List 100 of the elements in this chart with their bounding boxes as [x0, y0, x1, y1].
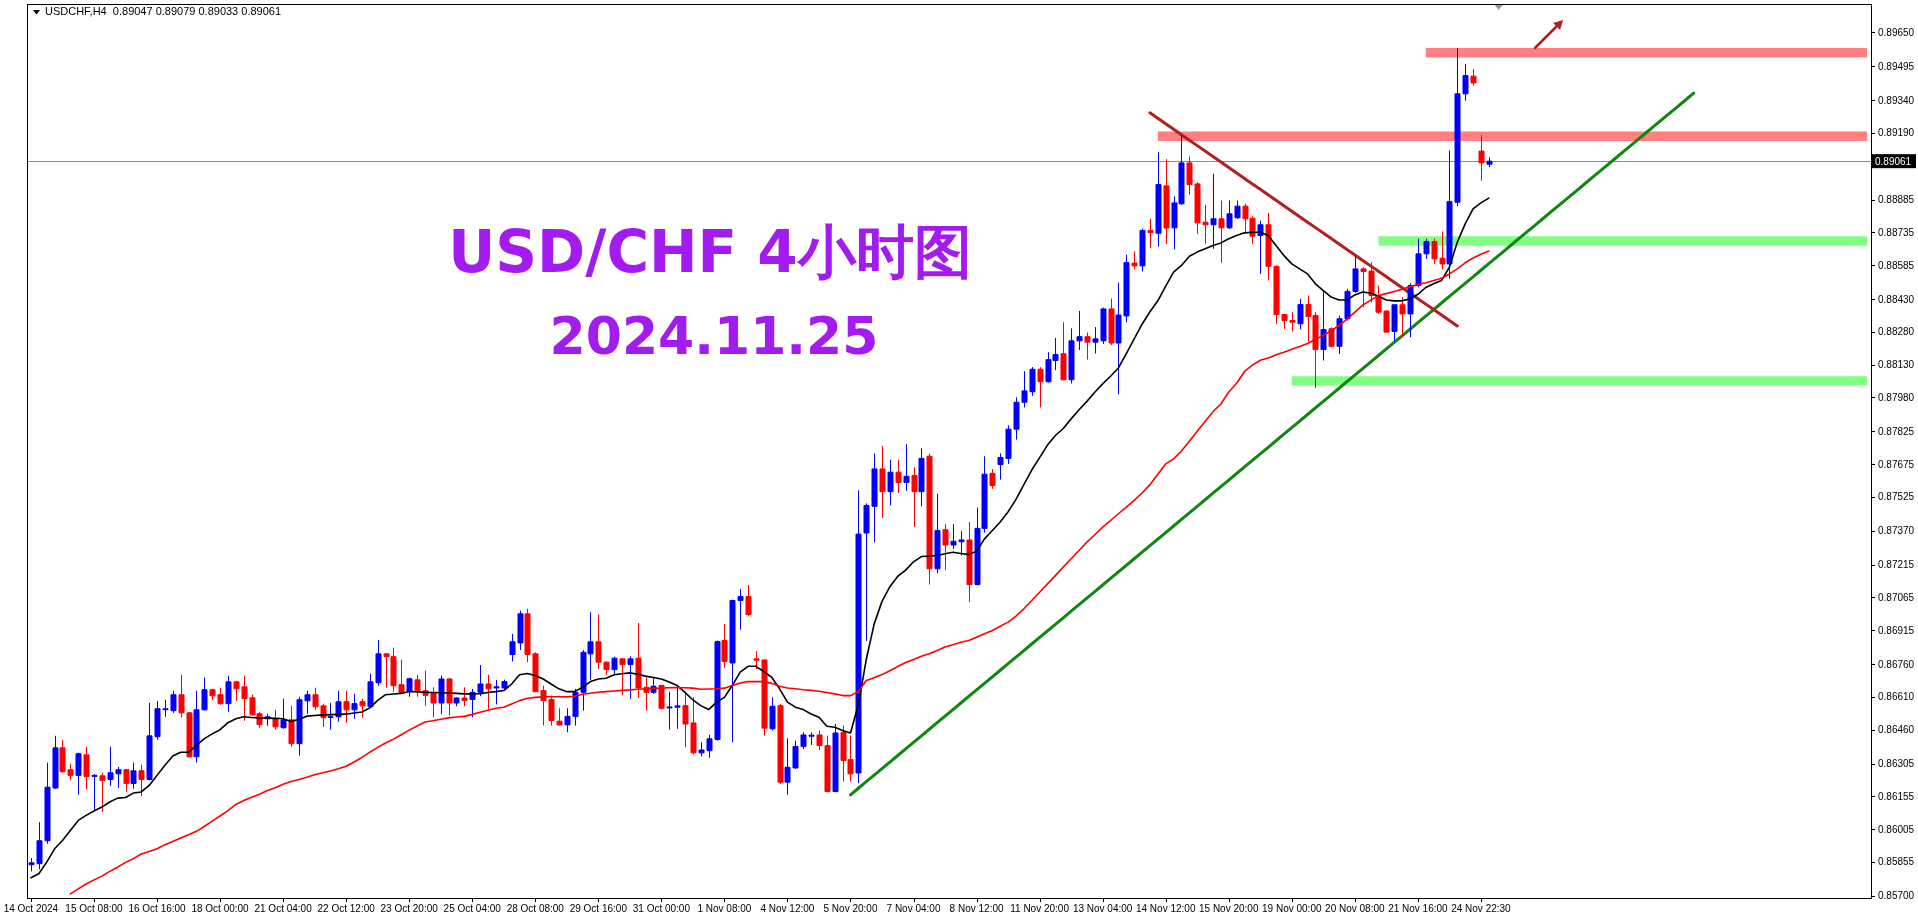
candlestick: [272, 709, 279, 731]
candlestick: [658, 684, 665, 711]
candlestick: [619, 657, 626, 696]
y-tick-label: 0.87525: [1878, 491, 1915, 503]
y-tick-label: 0.88585: [1878, 259, 1915, 271]
y-tick-label: 0.89495: [1878, 60, 1915, 72]
x-tick-label: 1 Nov 08:00: [697, 903, 752, 914]
candlestick: [1108, 297, 1115, 346]
y-tick-label: 0.87825: [1878, 425, 1915, 437]
candlestick: [1486, 156, 1493, 168]
y-tick-label: 0.87065: [1878, 591, 1915, 603]
text: 2024.11.25: [549, 306, 879, 366]
candlestick: [1060, 321, 1067, 381]
x-tick-label: 18 Oct 00:00: [191, 903, 250, 914]
candlestick: [903, 443, 910, 492]
y-tick-label: 0.89340: [1878, 94, 1915, 106]
candlestick: [1470, 68, 1477, 87]
x-tick-label: 11 Nov 20:00: [1010, 903, 1070, 914]
candlestick: [1037, 366, 1044, 408]
candlestick: [1210, 173, 1217, 250]
candlestick: [769, 696, 776, 732]
candlestick: [721, 623, 728, 669]
y-tick-label: 0.86155: [1878, 790, 1915, 802]
line-series: [1148, 111, 1459, 328]
candlestick: [556, 707, 563, 727]
candlestick: [1391, 303, 1398, 342]
x-tick-label: 14 Oct 2024: [3, 903, 59, 914]
candlestick: [926, 452, 933, 586]
y-tick-label: 0.88735: [1878, 226, 1915, 238]
candlestick: [1084, 332, 1091, 361]
candlestick: [1328, 326, 1335, 348]
x-tick-label: 7 Nov 04:00: [886, 903, 941, 914]
annotation: USDCHF,H4 0.89047 0.89079 0.89033 0.89061: [45, 5, 282, 17]
x-tick-label: 31 Oct 00:00: [632, 903, 691, 914]
candlestick: [351, 693, 358, 720]
x-tick-label: 4 Nov 12:00: [760, 903, 815, 914]
x-tick-label: 25 Oct 04:00: [443, 903, 502, 914]
x-tick-label: 21 Oct 04:00: [254, 903, 313, 914]
candlestick: [359, 698, 366, 719]
x-tick-label: 14 Nov 12:00: [1135, 903, 1196, 914]
y-tick-label: 0.85855: [1878, 856, 1915, 868]
candlestick: [611, 656, 618, 675]
candlestick: [911, 466, 918, 528]
x-tick-label: 15 Nov 20:00: [1199, 903, 1259, 914]
x-tick-label: 15 Oct 08:00: [65, 903, 124, 914]
y-tick-label: 0.87675: [1878, 458, 1915, 470]
candlestick: [1478, 134, 1485, 182]
y-tick-label: 0.89650: [1878, 26, 1915, 38]
candlestick: [438, 674, 445, 715]
candlestick: [1147, 218, 1154, 249]
candlestick: [485, 674, 492, 710]
candlestick: [453, 696, 460, 707]
x-tick-label: 29 Oct 16:00: [569, 903, 628, 914]
x-tick-label: 28 Oct 08:00: [506, 903, 565, 914]
candlestick: [99, 772, 106, 813]
x-tick-label: 22 Oct 12:00: [317, 903, 376, 914]
x-tick-label: 5 Nov 20:00: [823, 903, 878, 914]
candlestick: [123, 768, 130, 793]
candlestick: [918, 447, 925, 507]
candlestick: [1155, 151, 1162, 248]
candlestick: [343, 690, 350, 724]
ref-line-label: 0.89061: [1875, 155, 1912, 167]
y-tick-label: 0.86610: [1878, 691, 1915, 703]
candlestick: [1139, 227, 1146, 272]
candlestick: [91, 773, 98, 812]
candlestick: [989, 468, 996, 490]
y-tick-label: 0.86915: [1878, 624, 1915, 636]
y-tick-label: 0.86005: [1878, 823, 1915, 835]
candlestick: [75, 752, 82, 796]
candlestick: [745, 584, 752, 617]
candlestick: [895, 459, 902, 494]
candlestick: [879, 445, 886, 519]
candlestick: [280, 698, 287, 730]
y-tick-label: 0.85700: [1878, 890, 1915, 902]
candlestick: [627, 655, 634, 700]
candlestick: [1163, 158, 1170, 245]
candlestick: [446, 677, 453, 716]
candlestick: [130, 762, 137, 790]
y-tick-label: 0.88430: [1878, 293, 1915, 305]
candlestick: [225, 675, 232, 713]
candlestick: [83, 746, 90, 790]
candlestick: [1297, 298, 1304, 330]
candlestick: [887, 459, 894, 506]
candlestick: [138, 764, 145, 797]
y-tick-label: 0.88885: [1878, 194, 1915, 206]
candlestick: [461, 686, 468, 707]
x-tick-label: 21 Nov 16:00: [1388, 903, 1449, 914]
y-tick-label: 0.88130: [1878, 359, 1915, 371]
x-tick-label: 20 Nov 08:00: [1325, 903, 1386, 914]
y-tick-label: 0.89190: [1878, 127, 1915, 139]
candlestick: [966, 521, 973, 603]
candlestick: [934, 493, 941, 574]
x-tick-label: 24 Nov 22:30: [1451, 903, 1512, 914]
y-tick-label: 0.88280: [1878, 326, 1915, 338]
x-tick-label: 23 Oct 20:00: [380, 903, 439, 914]
x-tick-label: 8 Nov 12:00: [949, 903, 1004, 914]
candlestick: [406, 677, 413, 698]
candlestick: [1218, 200, 1225, 264]
candlestick: [1320, 291, 1327, 362]
y-tick-label: 0.86760: [1878, 658, 1915, 670]
